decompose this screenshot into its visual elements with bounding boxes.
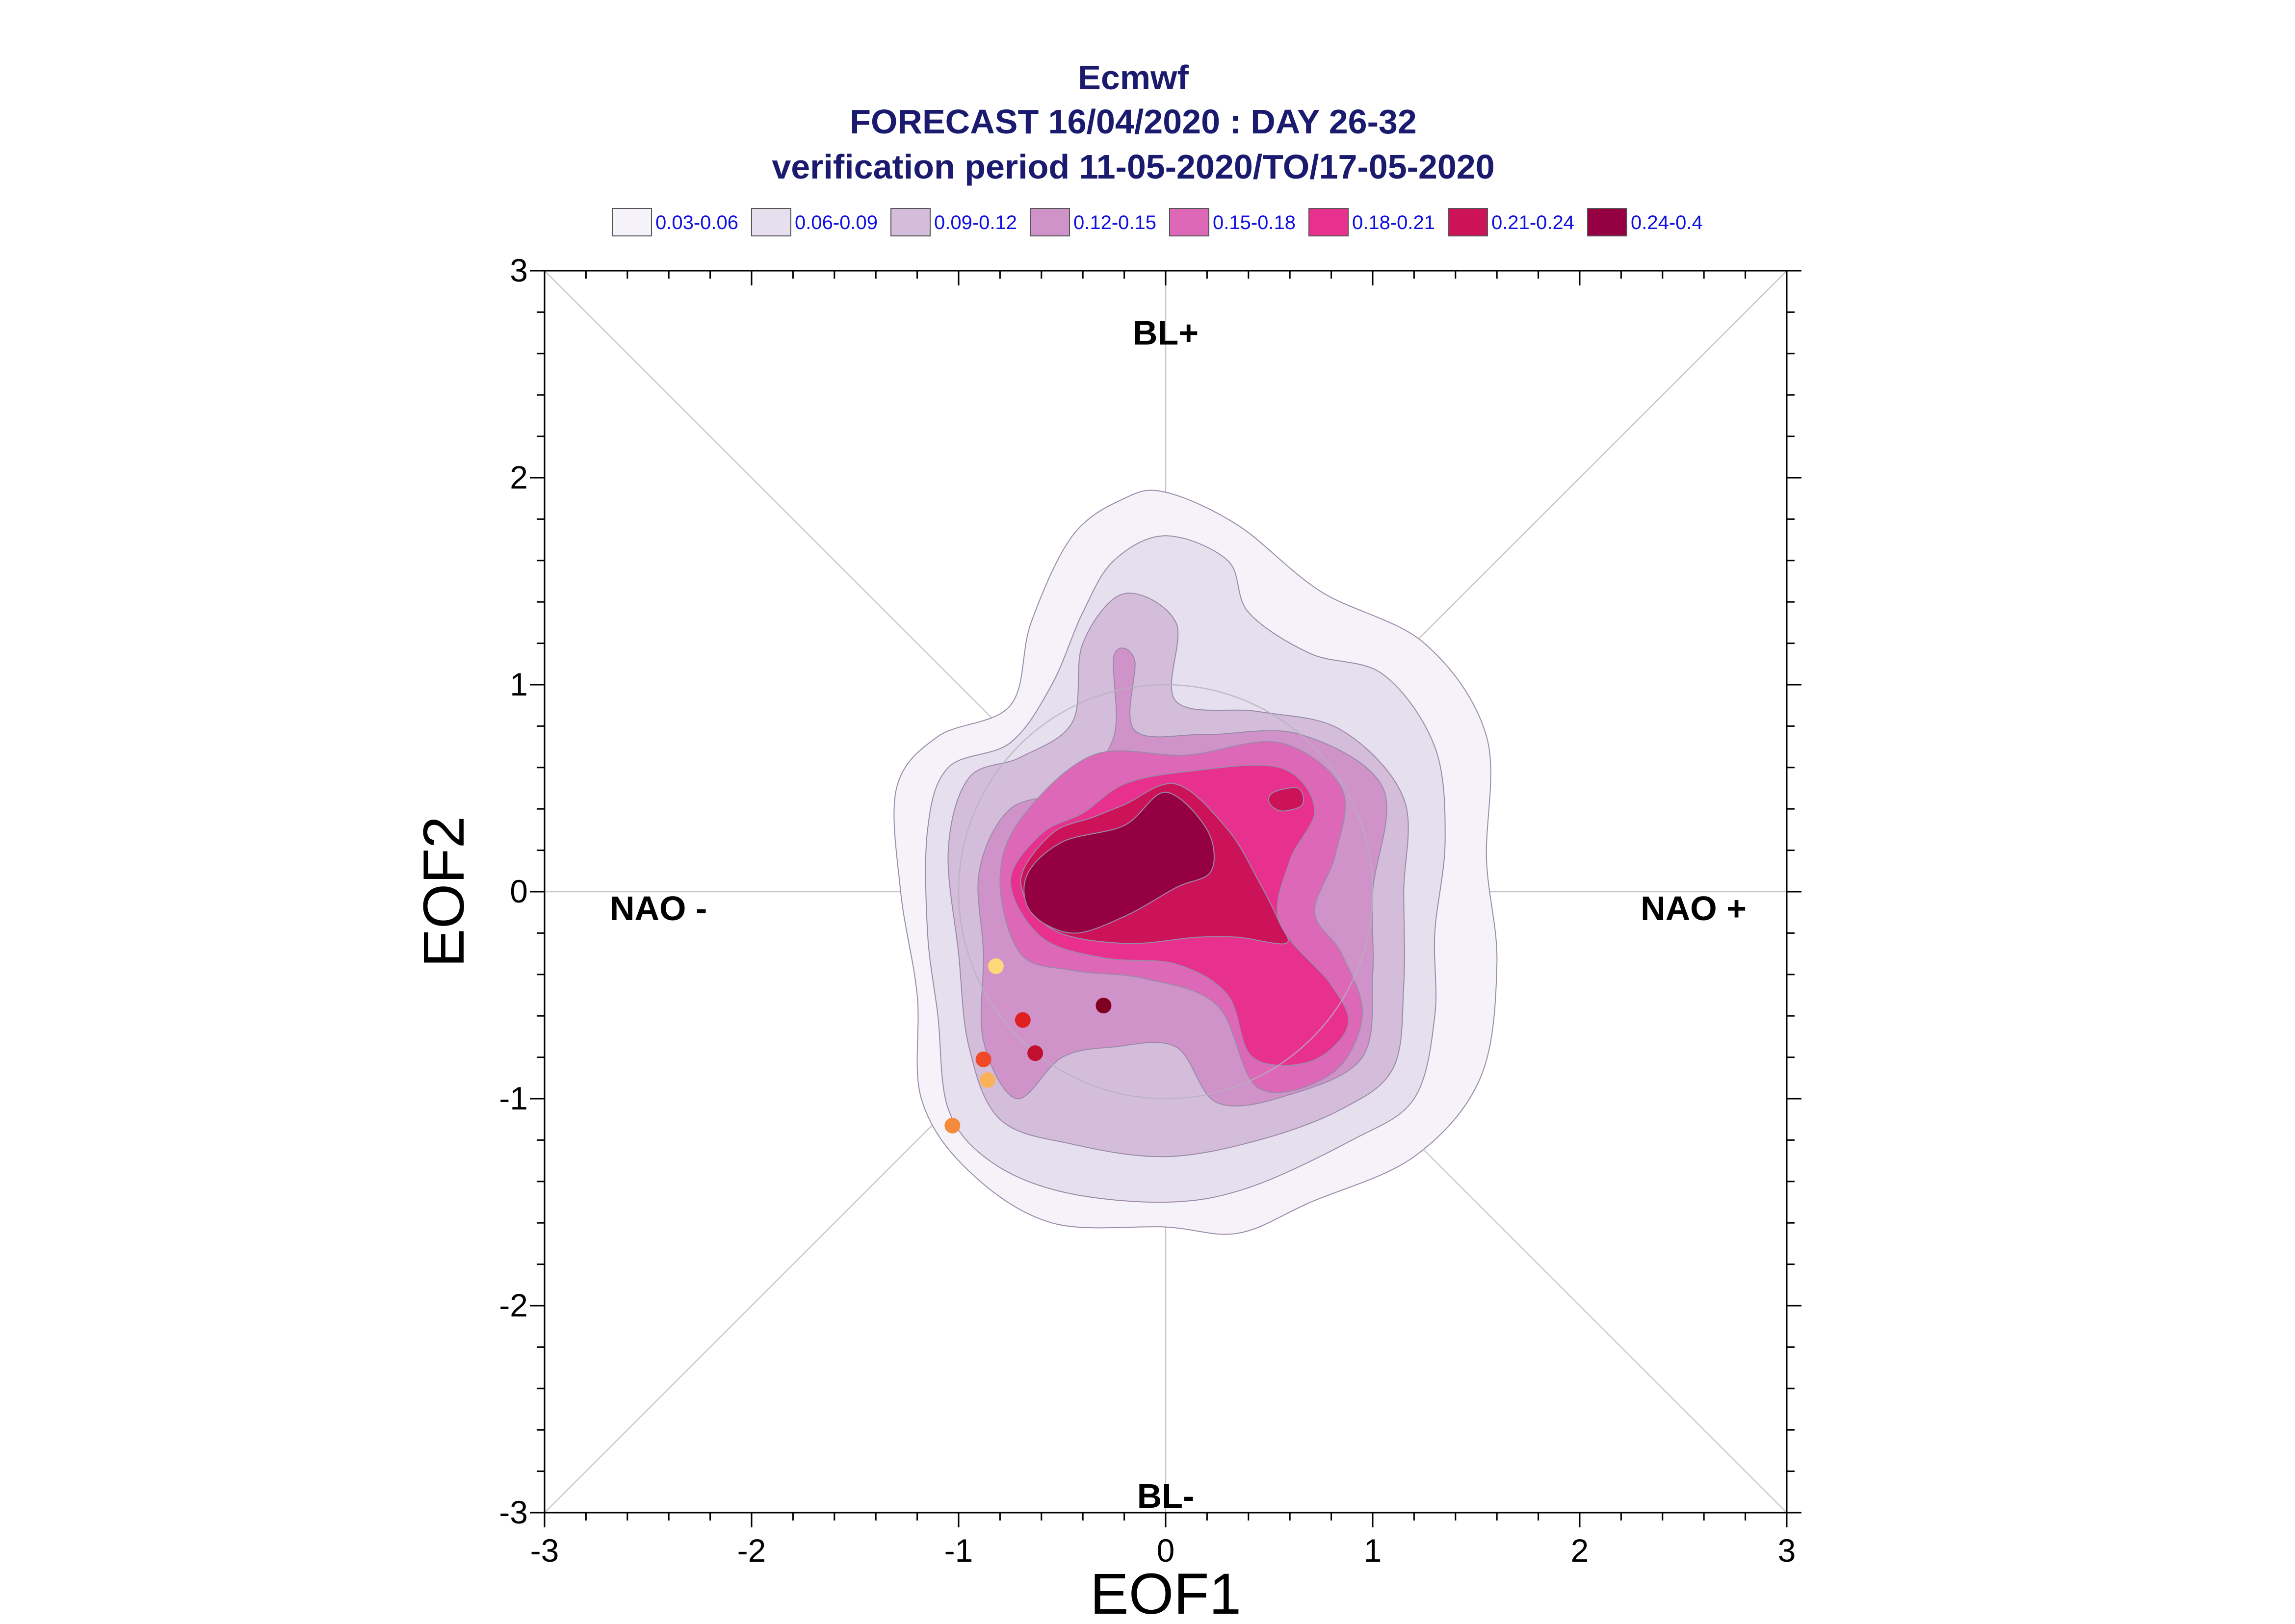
- legend-label: 0.09-0.12: [934, 212, 1017, 233]
- x-tick-label: 0: [1157, 1532, 1175, 1569]
- x-tick-label: -1: [944, 1532, 973, 1569]
- x-tick-label: 3: [1778, 1532, 1796, 1569]
- data-points: [944, 958, 1112, 1134]
- region-label: NAO +: [1641, 889, 1747, 928]
- density-contours: [893, 490, 1498, 1235]
- y-tick-label: 3: [510, 252, 528, 288]
- legend-swatch: [890, 208, 931, 236]
- x-axis-title: EOF1: [1090, 1562, 1241, 1624]
- data-point: [1095, 998, 1112, 1014]
- data-point: [980, 1072, 996, 1088]
- legend: 0.03-0.06 0.06-0.09 0.09-0.12 0.12-0.15 0.15…: [612, 208, 1703, 236]
- title-line-2: FORECAST 16/04/2020 : DAY 26-32: [850, 103, 1417, 141]
- legend-label: 0.12-0.15: [1073, 212, 1156, 233]
- y-axis-title: EOF2: [412, 816, 476, 967]
- legend-swatch: [1308, 208, 1349, 236]
- chart-title: Ecmwf FORECAST 16/04/2020 : DAY 26-32 ve…: [772, 58, 1494, 186]
- legend-label: 0.03-0.06: [655, 212, 738, 233]
- region-labels: BL+ NAO - NAO + BL-: [610, 314, 1747, 1516]
- x-tick-label: 1: [1364, 1532, 1382, 1569]
- legend-swatch: [1448, 208, 1488, 236]
- y-tick-label: -2: [499, 1287, 528, 1323]
- contour-band: [1023, 792, 1215, 934]
- y-tick-label: 0: [510, 873, 528, 909]
- y-tick-label: 2: [510, 459, 528, 495]
- data-point: [975, 1051, 991, 1067]
- contour-band: [1268, 787, 1304, 812]
- axis-ticks: -3 -2 -1 0 1 2 3 -3 -2 -1 0 1 2 3: [499, 252, 1801, 1569]
- region-label: BL+: [1133, 314, 1199, 352]
- x-tick-label: -2: [737, 1532, 766, 1569]
- legend-label: 0.15-0.18: [1213, 212, 1296, 233]
- legend-swatch: [1169, 208, 1209, 236]
- legend-label: 0.24-0.4: [1631, 212, 1703, 233]
- region-label: BL-: [1137, 1477, 1195, 1515]
- legend-swatch: [1587, 208, 1627, 236]
- region-label: NAO -: [610, 889, 707, 928]
- legend-label: 0.21-0.24: [1491, 212, 1574, 233]
- reference-circle: [958, 684, 1374, 1100]
- title-line-3: verification period 11-05-2020/TO/17-05-…: [772, 148, 1494, 186]
- data-point: [1015, 1012, 1031, 1028]
- y-tick-label: 1: [510, 666, 528, 702]
- y-tick-label: -3: [499, 1494, 528, 1530]
- y-tick-label: -1: [499, 1080, 528, 1116]
- legend-label: 0.06-0.09: [795, 212, 878, 233]
- reference-circle-line: [958, 684, 1374, 1100]
- legend-swatch: [612, 208, 652, 236]
- legend-swatch: [751, 208, 791, 236]
- legend-label: 0.18-0.21: [1352, 212, 1435, 233]
- x-tick-label: 2: [1571, 1532, 1589, 1569]
- data-point: [988, 958, 1004, 974]
- legend-swatch: [1030, 208, 1070, 236]
- x-tick-label: -3: [530, 1532, 559, 1569]
- plot-area: BL+ NAO - NAO + BL- -3 -2 -1 0 1 2 3 -3 -2 -1 0 1 2 3: [499, 252, 1801, 1569]
- data-point: [1027, 1045, 1043, 1061]
- title-line-1: Ecmwf: [1078, 58, 1189, 97]
- data-point: [944, 1117, 961, 1134]
